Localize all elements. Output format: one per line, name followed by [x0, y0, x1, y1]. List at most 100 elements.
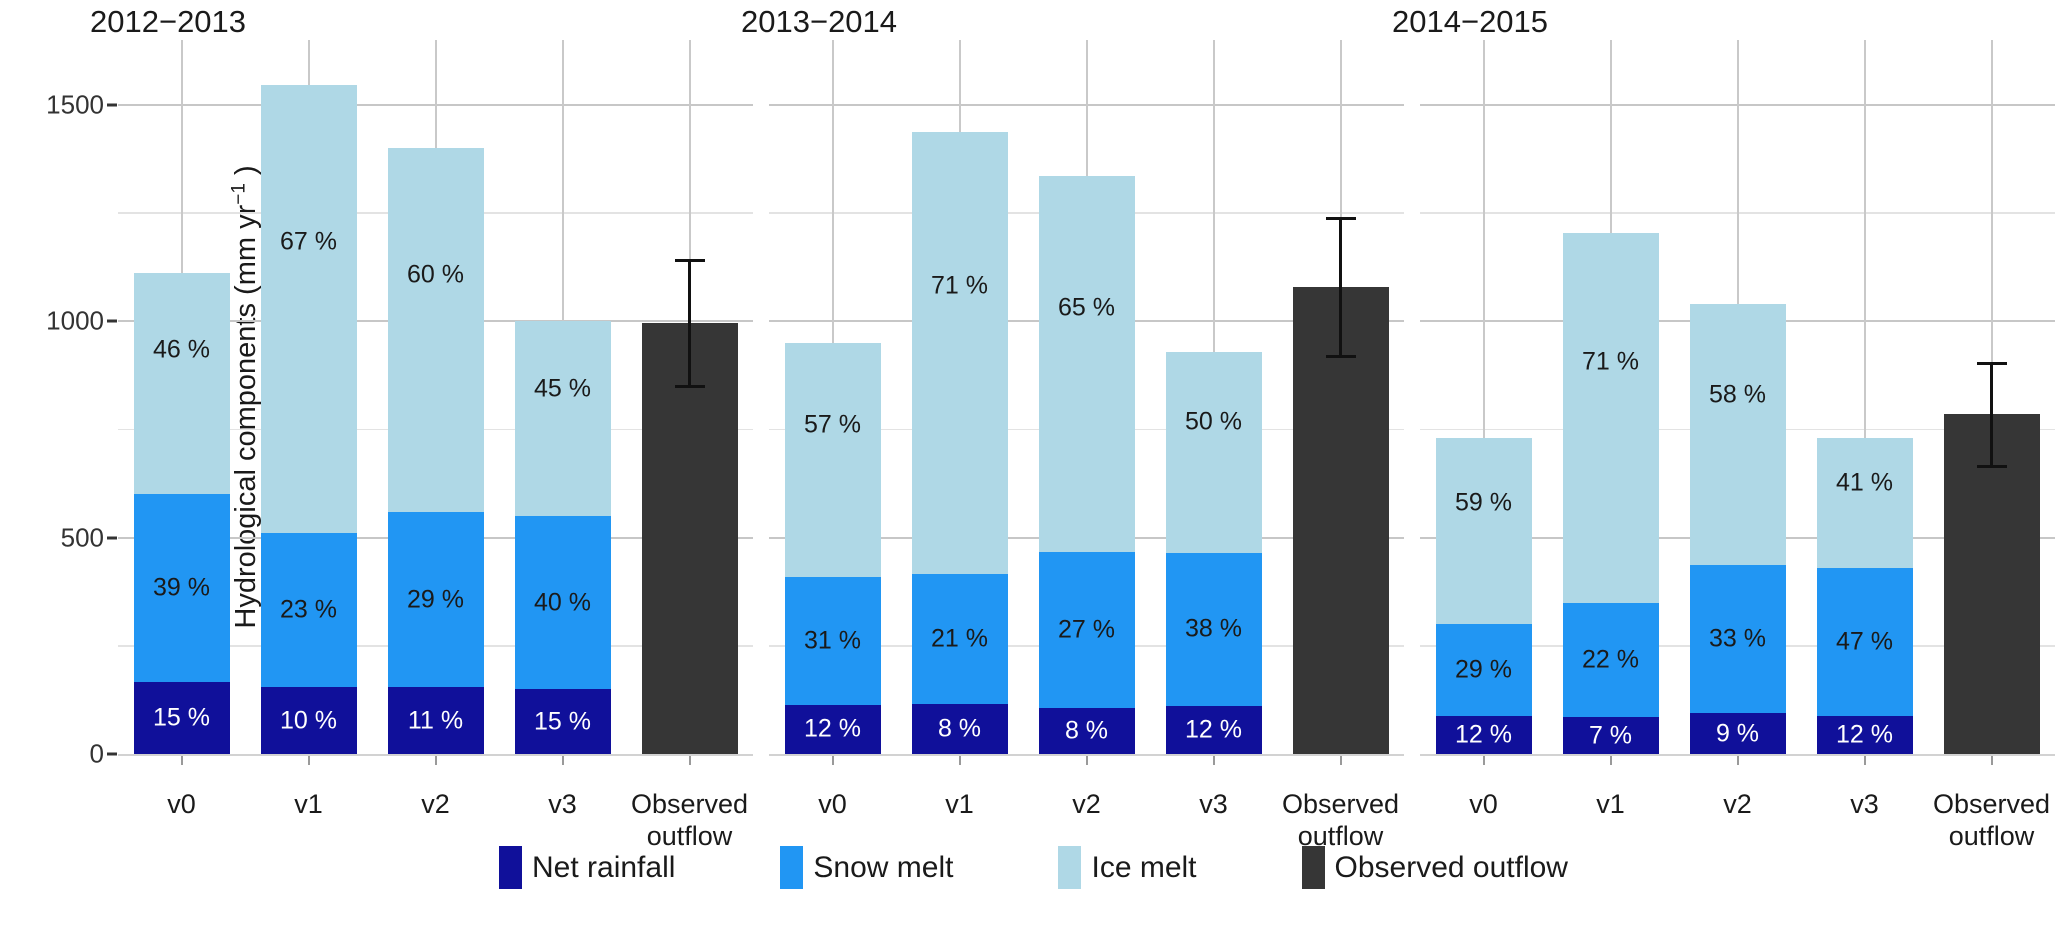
- segment-percent-label: 10 %: [280, 706, 337, 735]
- segment-snow-melt: [1562, 602, 1659, 718]
- x-tick-mark: [1736, 756, 1739, 765]
- x-tick-mark: [1085, 756, 1088, 765]
- x-tick-mark: [561, 756, 564, 765]
- error-bar-cap-bottom: [674, 385, 705, 389]
- x-category-label: v3: [548, 789, 577, 819]
- observed-outflow-bar: [1943, 414, 2040, 754]
- y-tick-mark: [107, 536, 117, 540]
- segment-ice-melt: [911, 131, 1008, 574]
- segment-percent-label: 23 %: [280, 595, 337, 624]
- x-category-label: v3: [1850, 789, 1879, 819]
- segment-percent-label: 47 %: [1836, 627, 1893, 656]
- segment-percent-label: 65 %: [1058, 293, 1115, 322]
- x-category-label: v2: [1072, 789, 1101, 819]
- x-tick-mark: [1212, 756, 1215, 765]
- segment-percent-label: 38 %: [1185, 614, 1242, 643]
- segment-percent-label: 40 %: [534, 588, 591, 617]
- segment-net-rainfall: [1816, 716, 1913, 754]
- segment-snow-melt: [784, 577, 881, 705]
- segment-percent-label: 57 %: [804, 410, 861, 439]
- legend-item: Net rainfall: [499, 846, 675, 889]
- legend: Net rainfall Snow melt Ice melt Observed ou…: [0, 846, 2067, 889]
- segment-percent-label: 58 %: [1709, 380, 1766, 409]
- segment-snow-melt: [1038, 551, 1135, 708]
- segment-percent-label: 22 %: [1582, 645, 1639, 674]
- panel-title: 2013−2014: [741, 4, 898, 39]
- x-category-label: v1: [945, 789, 974, 819]
- legend-item: Observed outflow: [1301, 846, 1568, 889]
- segment-ice-melt: [133, 272, 230, 495]
- panel-title: 2012−2013: [90, 4, 247, 39]
- segment-ice-melt: [260, 85, 357, 534]
- x-tick-mark: [1990, 756, 1993, 765]
- x-tick-mark: [1863, 756, 1866, 765]
- legend-label: Ice melt: [1091, 850, 1197, 884]
- segment-percent-label: 8 %: [1064, 716, 1109, 745]
- error-bar-line: [688, 258, 691, 389]
- segment-snow-melt: [1689, 564, 1786, 714]
- segment-net-rainfall: [1165, 705, 1262, 754]
- x-category-label: v0: [1469, 789, 1498, 819]
- legend-swatch-snow_melt: [780, 846, 804, 889]
- segment-percent-label: 12 %: [804, 714, 861, 743]
- panel-title: 2014−2015: [1392, 4, 1549, 39]
- x-category-label: v0: [818, 789, 847, 819]
- segment-percent-label: 71 %: [931, 271, 988, 300]
- error-bar-line: [1339, 217, 1342, 359]
- x-tick-mark: [180, 756, 183, 765]
- segment-net-rainfall: [1038, 707, 1135, 754]
- segment-ice-melt: [1435, 438, 1532, 625]
- x-axis-line: [769, 754, 1404, 756]
- segment-percent-label: 33 %: [1709, 624, 1766, 653]
- segment-snow-melt: [514, 516, 611, 690]
- x-category-label: v1: [1596, 789, 1625, 819]
- y-tick-label: 1000: [46, 305, 104, 336]
- segment-ice-melt: [514, 321, 611, 516]
- segment-net-rainfall: [260, 687, 357, 754]
- segment-net-rainfall: [1689, 713, 1786, 754]
- segment-percent-label: 15 %: [153, 703, 210, 732]
- segment-percent-label: 67 %: [280, 227, 337, 256]
- legend-label: Snow melt: [813, 850, 954, 884]
- segment-percent-label: 45 %: [534, 374, 591, 403]
- segment-net-rainfall: [133, 681, 230, 754]
- segment-percent-label: 12 %: [1455, 720, 1512, 749]
- segment-net-rainfall: [514, 689, 611, 754]
- segment-net-rainfall: [387, 687, 484, 754]
- legend-swatch-observed_outflow: [1301, 846, 1325, 889]
- x-category-label: v1: [294, 789, 323, 819]
- segment-percent-label: 9 %: [1715, 719, 1760, 748]
- error-bar-cap-top: [674, 258, 705, 262]
- x-tick-mark: [688, 756, 691, 765]
- x-tick-mark: [1482, 756, 1485, 765]
- x-category-label-observed: Observed outflow: [1281, 789, 1400, 852]
- observed-outflow-bar: [641, 323, 738, 754]
- segment-percent-label: 7 %: [1588, 721, 1633, 750]
- segment-percent-label: 71 %: [1582, 347, 1639, 376]
- segment-percent-label: 41 %: [1836, 468, 1893, 497]
- x-tick-mark: [307, 756, 310, 765]
- segment-percent-label: 29 %: [1455, 655, 1512, 684]
- y-axis-title: Hydrological components (mm yr−1 ): [228, 165, 262, 629]
- y-axis-title-exponent: −1: [228, 183, 250, 205]
- segment-ice-melt: [387, 148, 484, 512]
- y-tick-mark: [107, 319, 117, 323]
- segment-percent-label: 46 %: [153, 335, 210, 364]
- legend-swatch-ice_melt: [1058, 846, 1082, 889]
- legend-item: Snow melt: [780, 846, 953, 889]
- x-tick-mark: [958, 756, 961, 765]
- segment-percent-label: 11 %: [407, 706, 464, 735]
- segment-percent-label: 31 %: [804, 626, 861, 655]
- y-tick-label: 500: [60, 522, 104, 553]
- segment-percent-label: 21 %: [931, 624, 988, 653]
- gridline-vertical: [1482, 40, 1485, 754]
- segment-snow-melt: [260, 533, 357, 688]
- segment-ice-melt: [1165, 351, 1262, 553]
- segment-percent-label: 12 %: [1185, 715, 1242, 744]
- x-axis-line: [118, 754, 753, 756]
- error-bar-cap-top: [1325, 217, 1356, 221]
- segment-ice-melt: [1816, 438, 1913, 568]
- x-tick-mark: [434, 756, 437, 765]
- x-tick-mark: [1339, 756, 1342, 765]
